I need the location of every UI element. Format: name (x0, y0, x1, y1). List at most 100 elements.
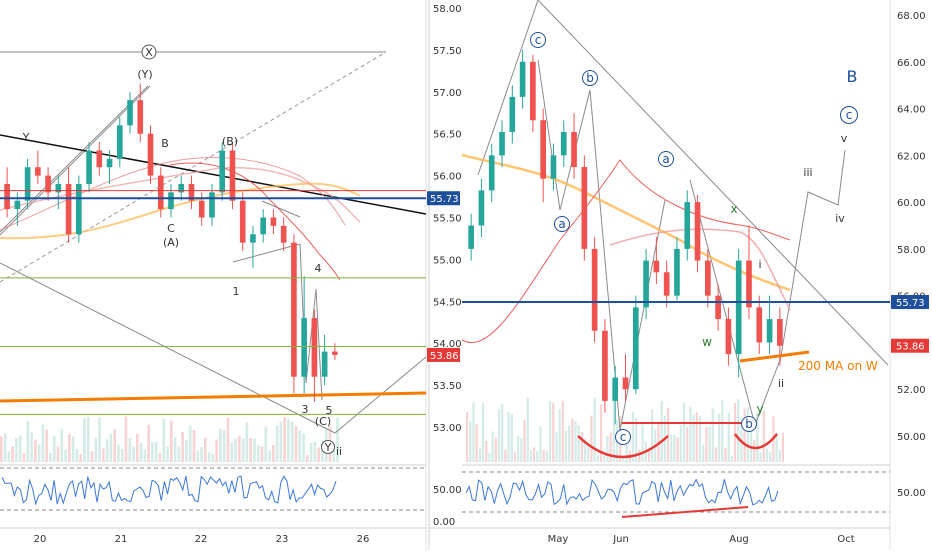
left-candle-body (188, 183, 195, 201)
right-volume-bar (580, 432, 584, 462)
left-volume-bar (30, 432, 33, 462)
right-x-tick-label: May (548, 534, 569, 545)
left-volume-bar (162, 418, 166, 462)
left-levels (0, 190, 426, 415)
left-candle-body (250, 234, 256, 243)
left-volume-bar (249, 437, 252, 462)
left-volume-bar (260, 446, 264, 462)
right-candle-body (643, 260, 649, 308)
left-volume-bar (105, 439, 109, 462)
left-candle-body (260, 217, 266, 235)
left-volume-bar (298, 430, 302, 462)
left-candle-body (280, 225, 287, 243)
left-volume-bar (56, 446, 60, 462)
wave-label-ii-left: ii (336, 445, 342, 458)
left-volume-bar (26, 420, 30, 462)
left-volume-bar (177, 446, 181, 462)
left-volume-bar (3, 433, 7, 462)
right-volume-bar (638, 449, 641, 462)
left-volume-bar (226, 417, 230, 462)
right-candle-body (612, 377, 619, 401)
left-volume-bar (75, 448, 79, 462)
right-volume-bar (737, 399, 740, 462)
wave-circle-c-big (840, 106, 858, 124)
left-volume-bar (34, 439, 37, 462)
left-x-axis: 20 21 22 23 26 (34, 534, 370, 545)
left-volume-bar (94, 438, 98, 462)
left-wave-line-6 (315, 288, 323, 401)
left-volume-bar (313, 441, 317, 462)
left-y-tick-label: 57.00 (433, 88, 462, 99)
left-volume-bar (185, 439, 188, 462)
right-volume-bar (517, 436, 520, 462)
right-candle-body (756, 307, 763, 343)
right-volume-bar (532, 447, 536, 462)
wave-circle-c-bottom (615, 429, 631, 445)
right-volume-bar (536, 450, 539, 462)
right-y-tick-label: 62.00 (897, 151, 926, 162)
right-volume-bar (708, 426, 711, 462)
left-rsi-line (1, 475, 337, 506)
right-ma-salmon (609, 228, 791, 311)
left-volume-bar (15, 438, 18, 462)
right-candle-body (519, 61, 526, 97)
right-candle-body (735, 260, 742, 355)
left-volume-bar (332, 445, 336, 462)
wave-label-w: w (702, 335, 712, 349)
right-price-badge-label: 53.86 (896, 342, 925, 353)
left-volume-bar (317, 447, 320, 462)
left-volume-bar (45, 429, 48, 462)
right-volume-bar (762, 410, 765, 462)
wave-label-C-paren: (C) (315, 415, 331, 428)
annotation-200ma: 200 MA on W (798, 359, 878, 373)
left-candle-body (106, 158, 113, 168)
left-volume-bar (71, 436, 75, 462)
right-candle-body (632, 307, 639, 390)
right-candle-body (746, 260, 752, 308)
right-candles (468, 50, 783, 425)
left-volume-bar (132, 446, 135, 462)
right-volume-bar (695, 412, 698, 462)
wave-label-A-paren: (A) (163, 236, 179, 249)
right-volume-bar (599, 404, 603, 462)
right-volume-bar (714, 447, 718, 462)
right-volume-bar (526, 397, 529, 462)
left-volume-bar (79, 453, 82, 462)
left-candle-body (96, 150, 103, 168)
right-candle-body (704, 260, 711, 296)
right-candle-body (581, 167, 588, 249)
left-candle-body (229, 150, 236, 201)
right-y-tick-label: 58.00 (897, 245, 926, 256)
right-candle-body (560, 131, 567, 156)
left-candle-body (116, 125, 123, 159)
left-rsi-tick-0: 0.00 (433, 517, 455, 528)
right-volume-bar (584, 438, 587, 462)
right-volume-bar (718, 413, 721, 462)
left-candle-body (321, 351, 328, 377)
left-volume-bar (294, 426, 298, 462)
right-volume-bar (577, 425, 580, 462)
right-candle-body (571, 131, 577, 168)
right-candle-body (653, 260, 660, 273)
left-volume-bar (151, 441, 154, 462)
left-volume-bar (90, 451, 94, 462)
left-volume-bar (49, 452, 52, 462)
right-volume-bar (769, 452, 772, 462)
left-volume-bar (253, 438, 256, 462)
right-volume-bar (705, 427, 708, 462)
left-volume-bar (117, 444, 120, 462)
wave-label-ii-right: ii (778, 377, 784, 390)
right-volume-bar (466, 412, 469, 462)
right-volume-bar (529, 450, 533, 462)
left-volume-bar (113, 429, 116, 462)
right-candle-body (468, 225, 474, 249)
left-volume-bar (272, 445, 275, 462)
right-volume-bar (727, 413, 730, 462)
right-x-tick-label: Oct (837, 534, 854, 545)
right-volume-bar (478, 448, 481, 462)
right-volume-bar (622, 455, 625, 462)
right-volume-bar (660, 401, 663, 462)
wave-label-c-bottom: c (620, 430, 627, 444)
left-volume-bar (306, 455, 309, 462)
right-volume-bar (475, 423, 478, 462)
